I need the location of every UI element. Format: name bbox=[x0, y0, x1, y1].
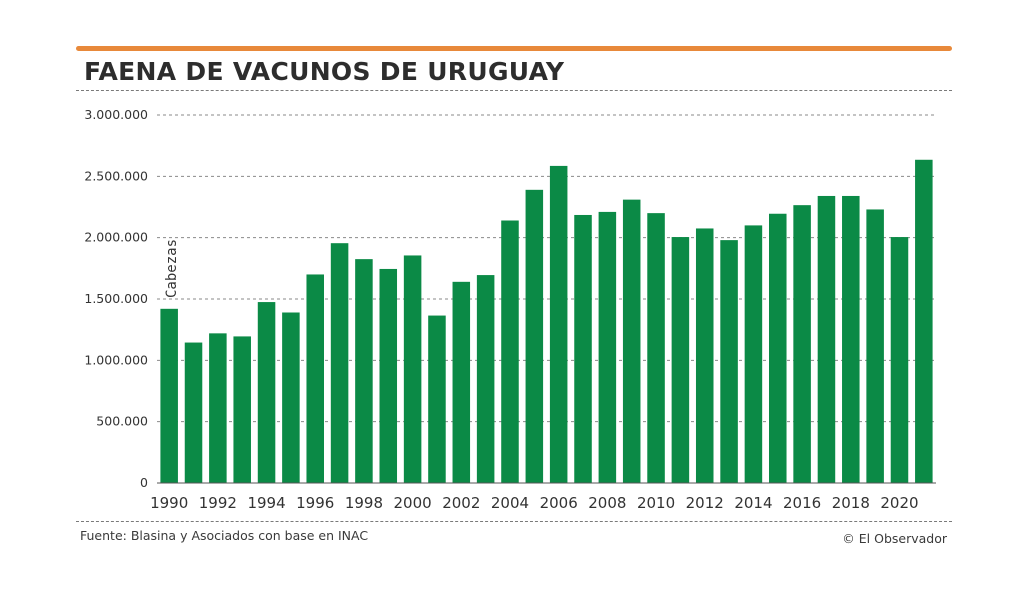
bar bbox=[915, 159, 933, 484]
x-tick-label: 2016 bbox=[783, 494, 821, 512]
bar bbox=[355, 259, 373, 483]
bar bbox=[720, 240, 738, 483]
credit-note: © El Observador bbox=[842, 531, 947, 546]
bar bbox=[842, 195, 860, 483]
bar bbox=[257, 302, 276, 483]
bar bbox=[647, 213, 665, 483]
bar bbox=[379, 268, 398, 483]
bar bbox=[817, 195, 836, 483]
bar bbox=[209, 333, 227, 483]
x-tick-label: 2012 bbox=[686, 494, 724, 512]
x-tick-label: 2018 bbox=[832, 494, 870, 512]
x-tick-label: 2006 bbox=[540, 494, 578, 512]
x-tick-label: 2002 bbox=[442, 494, 480, 512]
bar bbox=[598, 211, 617, 483]
x-tick-label: 2008 bbox=[588, 494, 626, 512]
x-tick-label: 1990 bbox=[150, 494, 188, 512]
bar bbox=[476, 275, 495, 483]
bar bbox=[695, 228, 714, 483]
bar bbox=[769, 213, 787, 483]
bar bbox=[549, 165, 568, 483]
bar bbox=[452, 281, 471, 483]
y-tick-label: 3.000.000 bbox=[84, 107, 148, 122]
y-tick-label: 1.000.000 bbox=[84, 352, 148, 367]
bar bbox=[428, 315, 446, 483]
bar bbox=[525, 189, 544, 483]
bar bbox=[160, 308, 178, 483]
bar bbox=[330, 243, 349, 483]
y-tick-label: 500.000 bbox=[96, 414, 148, 429]
bar bbox=[282, 312, 300, 483]
y-tick-label: 2.500.000 bbox=[84, 168, 148, 183]
bar bbox=[574, 214, 592, 483]
bar bbox=[793, 205, 811, 483]
x-tick-label: 2014 bbox=[734, 494, 772, 512]
y-axis-label: Cabezas bbox=[164, 239, 180, 298]
bar bbox=[403, 255, 422, 483]
bar bbox=[890, 237, 909, 483]
x-tick-label: 2000 bbox=[394, 494, 432, 512]
x-tick-label: 1996 bbox=[296, 494, 334, 512]
footer-divider bbox=[76, 521, 952, 522]
y-tick-label: 0 bbox=[140, 475, 148, 490]
chart-title: FAENA DE VACUNOS DE URUGUAY bbox=[84, 57, 565, 86]
x-tick-label: 1994 bbox=[247, 494, 285, 512]
x-tick-label: 2004 bbox=[491, 494, 529, 512]
bar bbox=[866, 209, 884, 483]
bar bbox=[744, 225, 763, 483]
bar bbox=[501, 220, 519, 483]
y-tick-label: 2.000.000 bbox=[84, 230, 148, 245]
bar bbox=[671, 237, 690, 483]
x-tick-label: 1992 bbox=[199, 494, 237, 512]
bar bbox=[622, 199, 641, 483]
bar bbox=[306, 274, 324, 483]
title-divider bbox=[76, 90, 952, 91]
top-accent-rule bbox=[76, 46, 952, 51]
x-tick-label: 1998 bbox=[345, 494, 383, 512]
x-tick-label: 2010 bbox=[637, 494, 675, 512]
bar bbox=[184, 342, 203, 483]
y-tick-label: 1.500.000 bbox=[84, 291, 148, 306]
bar bbox=[233, 336, 251, 483]
x-tick-label: 2020 bbox=[880, 494, 918, 512]
source-note: Fuente: Blasina y Asociados con base en … bbox=[80, 528, 369, 543]
